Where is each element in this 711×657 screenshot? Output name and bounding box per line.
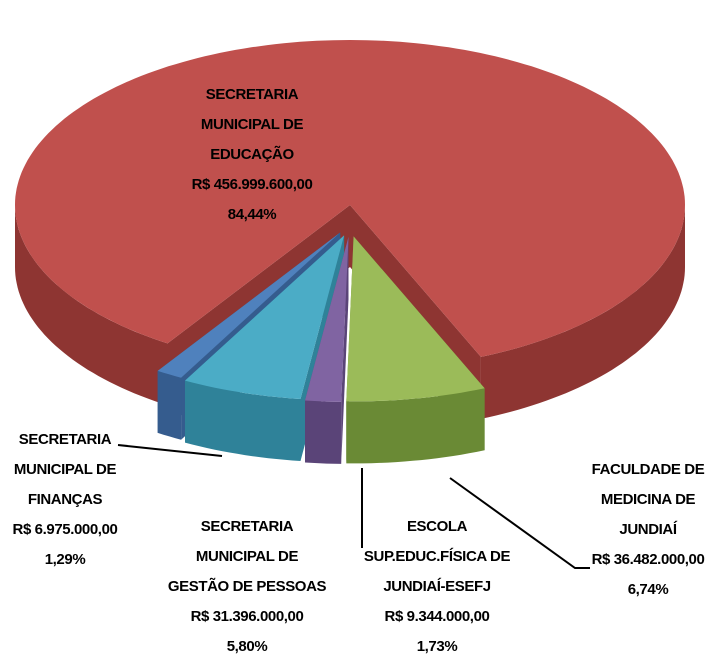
- value-label: R$ 9.344.000,00: [385, 608, 490, 625]
- value-label: R$ 456.999.600,00: [192, 176, 313, 193]
- category-label: SECRETARIA: [19, 431, 112, 448]
- percentage-label: 1,29%: [45, 551, 86, 568]
- category-label: SECRETARIA: [206, 86, 299, 103]
- slice-top: [15, 40, 685, 357]
- category-label: GESTÃO DE PESSOAS: [168, 577, 327, 595]
- category-label: JUNDIAÍ-ESEFJ: [383, 578, 490, 595]
- percentage-label: 84,44%: [228, 206, 277, 223]
- slice-side: [157, 370, 182, 440]
- category-label: SECRETARIA: [201, 518, 294, 535]
- percentage-label: 6,74%: [628, 581, 669, 598]
- category-label: EDUCAÇÃO: [210, 145, 294, 163]
- slice-top: [346, 236, 485, 402]
- slice-side: [185, 380, 301, 461]
- slice-side: [346, 388, 485, 464]
- slice-top: [157, 232, 341, 378]
- category-label: MUNICIPAL DE: [196, 548, 299, 565]
- category-label: MEDICINA DE: [601, 491, 696, 508]
- slice-top: [305, 236, 349, 402]
- value-label: R$ 31.396.000,00: [191, 608, 304, 625]
- leader-line: [117, 444, 223, 457]
- category-label: MUNICIPAL DE: [14, 461, 117, 478]
- value-label: R$ 6.975.000,00: [13, 521, 118, 538]
- slice-side: [15, 205, 168, 406]
- slice: [305, 236, 349, 464]
- value-label: R$ 36.482.000,00: [592, 551, 705, 568]
- slice: [346, 236, 485, 464]
- category-label: JUNDIAÍ: [619, 521, 677, 538]
- category-label: FACULDADE DE: [592, 461, 705, 478]
- slice-side: [305, 400, 342, 464]
- category-label: ESCOLA: [407, 518, 468, 535]
- slice-side: [480, 205, 685, 419]
- percentage-label: 5,80%: [227, 638, 268, 655]
- percentage-label: 1,73%: [417, 638, 458, 655]
- category-label: MUNICIPAL DE: [201, 116, 304, 133]
- category-label: SUP.EDUC.FÍSICA DE: [364, 548, 511, 565]
- slice-top: [185, 235, 345, 399]
- leader-line: [449, 477, 590, 569]
- category-label: FINANÇAS: [28, 491, 103, 508]
